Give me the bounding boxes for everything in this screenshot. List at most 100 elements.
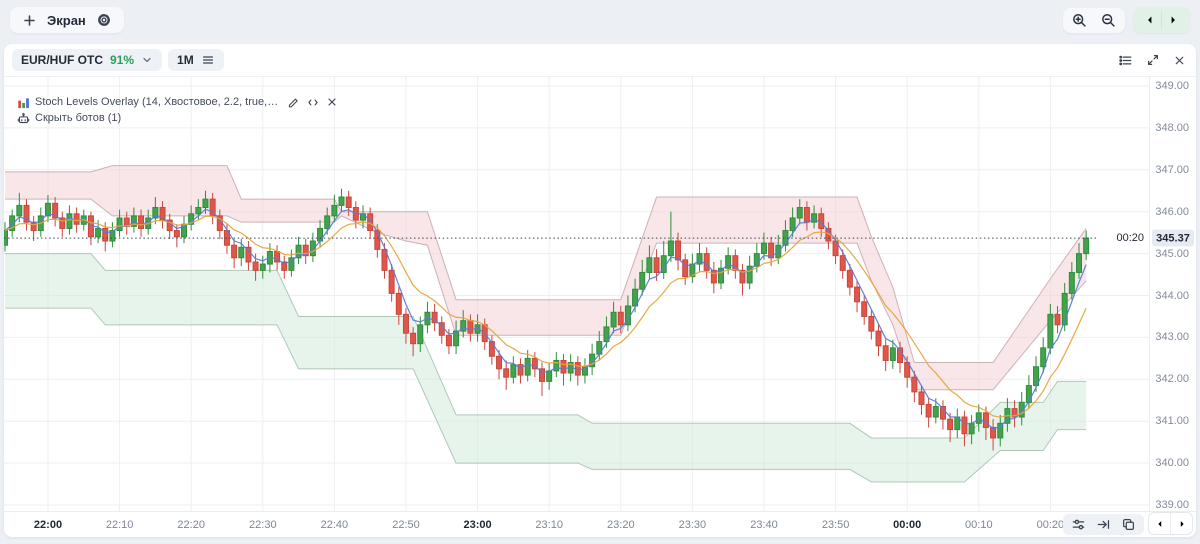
price-axis-label: 343.00 <box>1155 331 1189 344</box>
candle-body <box>417 324 424 345</box>
candle-body <box>453 330 460 347</box>
candle <box>975 404 982 432</box>
candle-body <box>897 347 903 364</box>
candle-body <box>875 330 882 347</box>
add-screen-button[interactable]: Экран <box>10 7 124 33</box>
chevron-left-icon[interactable] <box>1149 513 1171 534</box>
candle-body <box>338 196 345 206</box>
candle-body <box>259 263 266 271</box>
candle <box>259 255 266 279</box>
time-axis-label: 00:10 <box>965 518 993 531</box>
candle-body <box>560 359 567 374</box>
candle <box>947 412 954 443</box>
candle-body <box>252 261 259 271</box>
candle <box>152 197 159 225</box>
price-axis[interactable]: 349.00 348.00 347.00 346.00 345.00 344.00 343.… <box>1149 76 1196 512</box>
candle <box>302 238 309 265</box>
candle-body <box>245 246 252 263</box>
expand-icon[interactable] <box>1146 53 1160 67</box>
candle-body <box>904 362 911 378</box>
time-axis-label: 22:30 <box>249 518 277 531</box>
price-axis-label: 340.00 <box>1155 457 1189 470</box>
candle <box>453 320 460 355</box>
candle-body <box>846 269 853 288</box>
chart-plot-area[interactable] <box>4 76 1150 512</box>
time-axis[interactable]: 22:00 22:10 22:20 22:30 22:40 22:50 23:00 23:10… <box>4 511 1196 537</box>
list-icon[interactable] <box>1118 53 1133 68</box>
zoom-controls <box>1063 7 1125 33</box>
candle-body <box>1011 408 1018 418</box>
candle-body <box>682 259 689 278</box>
candle <box>402 308 409 344</box>
toolbar-right-group <box>1063 7 1190 33</box>
candle-body <box>381 248 388 271</box>
candle-body <box>932 406 939 418</box>
candle-body <box>725 255 732 269</box>
candle <box>281 255 288 279</box>
time-axis-label: 22:40 <box>320 518 349 531</box>
candle-body <box>646 257 653 273</box>
candle-body <box>1083 237 1090 255</box>
timeframe-label: 1M <box>177 53 194 67</box>
candle-body <box>460 320 467 332</box>
candlestick-chart <box>4 76 1150 512</box>
zoom-in-icon[interactable] <box>1071 12 1088 29</box>
candle <box>696 243 703 273</box>
chevron-left-icon[interactable] <box>1139 11 1162 29</box>
candle <box>23 199 30 231</box>
top-toolbar: Экран <box>0 0 1200 40</box>
candle <box>130 207 137 233</box>
candle-body <box>710 269 717 284</box>
candle <box>746 255 753 290</box>
candle-body <box>1040 347 1047 368</box>
bots-row[interactable]: Скрыть ботов (1) <box>17 110 338 126</box>
time-axis-label: 23:10 <box>535 518 563 531</box>
chevron-right-icon[interactable] <box>1162 11 1184 29</box>
candle-body <box>861 301 868 317</box>
candle <box>939 400 946 430</box>
candle-body <box>603 326 610 343</box>
tune-icon[interactable] <box>1071 517 1086 532</box>
pencil-icon[interactable] <box>287 96 300 109</box>
candle <box>868 310 875 340</box>
candle <box>639 259 646 296</box>
candle <box>703 247 710 279</box>
menu-icon <box>201 53 215 67</box>
candle-body <box>52 202 59 219</box>
code-icon[interactable] <box>306 96 320 109</box>
chevron-right-icon[interactable] <box>1171 513 1192 534</box>
candle-body <box>95 227 102 238</box>
candle <box>496 349 503 380</box>
candle <box>1061 282 1068 332</box>
asset-selector[interactable]: EUR/HUF OTC 91% <box>12 49 163 71</box>
candle-body <box>546 370 553 382</box>
time-axis-label: 23:40 <box>750 518 778 531</box>
candle-body <box>496 355 503 370</box>
candle <box>539 362 545 397</box>
candle-body <box>539 368 545 382</box>
skip-to-end-icon[interactable] <box>1096 517 1111 532</box>
candle <box>1033 356 1040 392</box>
candle-body <box>739 269 746 284</box>
candle-body <box>374 230 381 250</box>
candle-body <box>610 311 617 328</box>
gear-icon[interactable] <box>96 12 112 28</box>
copy-icon[interactable] <box>1121 517 1136 532</box>
candle-body <box>181 223 187 238</box>
zoom-out-icon[interactable] <box>1100 12 1117 29</box>
timeframe-selector[interactable]: 1M <box>168 49 224 71</box>
candle <box>675 232 682 271</box>
candle-body <box>238 246 245 259</box>
price-axis-label: 344.00 <box>1155 289 1189 302</box>
close-icon[interactable] <box>1173 54 1186 67</box>
candle-body <box>510 364 517 378</box>
close-icon[interactable] <box>326 96 338 108</box>
candle-body <box>889 347 896 361</box>
candle-body <box>639 271 646 290</box>
candle <box>331 194 338 223</box>
candle <box>889 339 896 369</box>
candle <box>839 249 846 279</box>
candle <box>660 241 667 279</box>
lower-band-bottom-edge <box>5 307 1087 483</box>
candle-body <box>410 332 417 345</box>
